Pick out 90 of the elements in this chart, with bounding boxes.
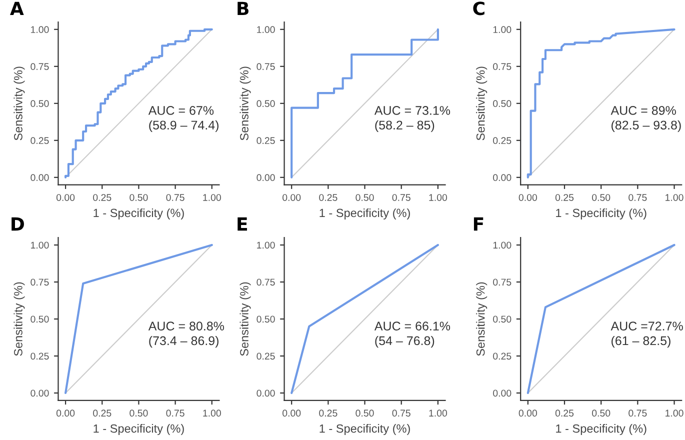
x-tick-label: 1.00	[429, 194, 448, 201]
annotation: AUC = 66.1%	[374, 322, 450, 330]
x-axis-title: 1 - Specificity (%)	[320, 208, 410, 220]
x-tick-label: 0.00	[518, 410, 537, 417]
y-tick-label: 0.25	[493, 137, 512, 144]
annotation: (58.9 – 74.4)	[149, 120, 218, 132]
x-tick-label: 0.50	[356, 410, 374, 417]
x-tick-label: 0.50	[130, 194, 148, 201]
x-tick-label: 0.75	[166, 410, 184, 417]
y-tick-label: 0.00	[256, 174, 275, 182]
y-tick-label: 0.25	[256, 352, 275, 360]
x-tick-label: 0.75	[628, 194, 647, 201]
y-tick-label: 0.75	[256, 63, 275, 70]
y-tick-label: 0.75	[256, 278, 275, 286]
y-axis-title: Sensitivity (%)	[14, 66, 25, 140]
y-tick-label: 0.50	[30, 100, 49, 108]
annotation: (82.5 – 93.8)	[612, 120, 681, 132]
annotation: AUC = 89%	[610, 106, 676, 115]
y-tick-label: 1.00	[493, 242, 512, 249]
x-tick-label: 0.00	[518, 194, 537, 201]
x-tick-label: 0.75	[166, 194, 184, 201]
annotation: (73.4 – 86.9)	[149, 336, 218, 348]
x-tick-label: 1.00	[203, 194, 221, 201]
y-tick-label: 0.00	[256, 390, 275, 397]
annotation: AUC =72.7%	[610, 322, 683, 330]
x-tick-label: 0.25	[93, 410, 112, 417]
x-tick-label: 0.50	[356, 194, 374, 201]
chart-title: A	[10, 2, 24, 15]
x-tick-label: 0.75	[392, 194, 410, 201]
y-axis-title: Sensitivity (%)	[476, 66, 488, 140]
y-tick-label: 1.00	[493, 26, 512, 34]
y-axis-title: Sensitivity (%)	[476, 282, 488, 356]
chart-title: E	[238, 217, 247, 231]
x-tick-label: 0.50	[592, 410, 610, 417]
x-tick-label: 1.00	[666, 410, 684, 417]
chart-title: D	[12, 217, 24, 231]
y-tick-label: 0.25	[493, 352, 512, 360]
x-tick-label: 1.00	[666, 194, 684, 201]
y-tick-label: 0.50	[493, 100, 512, 108]
y-tick-label: 0.00	[30, 174, 49, 182]
x-axis-title: 1 - Specificity (%)	[556, 208, 646, 220]
x-tick-label: 0.00	[56, 194, 75, 201]
x-tick-label: 0.75	[628, 410, 647, 417]
y-axis-title: Sensitivity (%)	[240, 66, 251, 140]
y-tick-label: 0.00	[30, 390, 49, 397]
annotation: AUC = 67%	[148, 106, 214, 115]
y-tick-label: 0.75	[30, 63, 49, 70]
chart-title: F	[474, 217, 484, 231]
x-axis-title: 1 - Specificity (%)	[94, 424, 184, 436]
x-axis-title: 1 - Specificity (%)	[556, 424, 646, 436]
y-tick-label: 0.25	[30, 352, 49, 360]
x-tick-label: 0.00	[282, 410, 301, 417]
x-tick-label: 0.00	[282, 194, 301, 201]
x-tick-label: 0.75	[392, 410, 410, 417]
y-axis-title: Sensitivity (%)	[240, 282, 251, 356]
x-tick-label: 0.25	[319, 194, 338, 201]
y-tick-label: 0.50	[30, 316, 49, 323]
y-tick-label: 0.75	[30, 278, 49, 286]
y-tick-label: 0.75	[493, 63, 512, 70]
y-tick-label: 0.25	[30, 137, 49, 144]
annotation: AUC = 73.1%	[374, 106, 450, 115]
x-axis-title: 1 - Specificity (%)	[320, 424, 410, 436]
annotation: (61 – 82.5)	[612, 336, 670, 348]
x-tick-label: 0.00	[56, 410, 75, 417]
y-tick-label: 0.00	[493, 174, 512, 182]
y-tick-label: 0.50	[493, 316, 512, 323]
y-tick-label: 0.50	[256, 316, 275, 323]
x-tick-label: 0.25	[555, 410, 574, 417]
x-tick-label: 0.50	[592, 194, 610, 201]
annotation: (54 – 76.8)	[375, 336, 434, 348]
x-tick-label: 0.25	[555, 194, 574, 201]
y-tick-label: 0.25	[256, 137, 275, 144]
y-tick-label: 0.00	[493, 390, 512, 397]
chart-title: B	[238, 2, 248, 15]
chart-title: C	[473, 2, 484, 16]
y-tick-label: 1.00	[257, 26, 275, 34]
x-tick-label: 0.25	[319, 410, 338, 417]
y-tick-label: 1.00	[31, 26, 49, 34]
x-axis-title: 1 - Specificity (%)	[94, 208, 184, 220]
y-tick-label: 1.00	[257, 242, 275, 249]
annotation: AUC = 80.8%	[148, 322, 224, 330]
annotation: (58.2 – 85)	[375, 120, 434, 132]
y-axis-title: Sensitivity (%)	[14, 282, 25, 356]
y-tick-label: 0.50	[256, 100, 275, 108]
y-tick-label: 1.00	[31, 242, 49, 249]
y-tick-label: 0.75	[493, 278, 512, 286]
x-tick-label: 0.25	[93, 194, 112, 201]
x-tick-label: 1.00	[429, 410, 448, 417]
x-tick-label: 0.50	[130, 410, 148, 417]
x-tick-label: 1.00	[203, 410, 221, 417]
